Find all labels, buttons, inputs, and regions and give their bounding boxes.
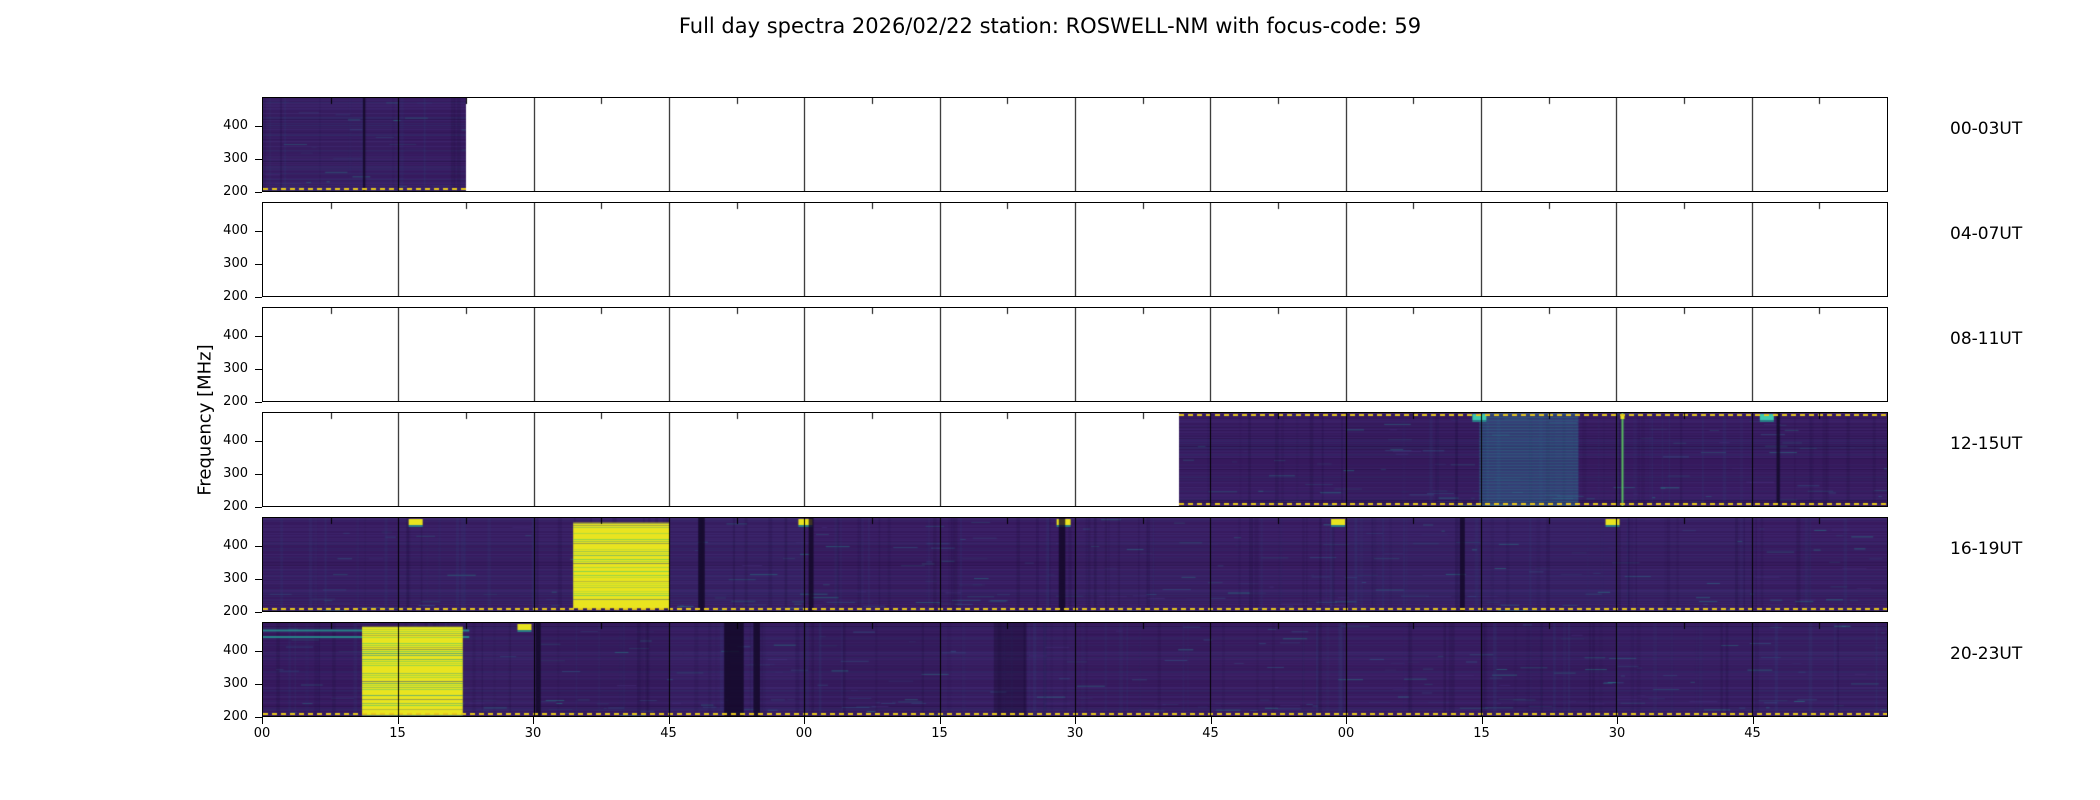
y-tick-mark (255, 546, 262, 548)
y-tick-label: 300 (223, 256, 248, 272)
spectra-row-20-23UT (262, 622, 1888, 717)
y-tick-mark (255, 369, 262, 371)
x-tick-mark (668, 717, 670, 724)
spectra-row-04-07UT (262, 202, 1888, 297)
figure-title: Full day spectra 2026/02/22 station: ROS… (678, 14, 1422, 38)
x-tick-mark (1075, 717, 1076, 724)
x-tick-label: 45 (1202, 726, 1219, 741)
y-tick-mark (255, 651, 262, 653)
x-tick-mark (397, 717, 399, 724)
x-tick-mark (1617, 717, 1618, 724)
x-tick-mark (262, 717, 263, 724)
y-tick-mark (255, 507, 262, 508)
y-tick-label: 400 (223, 433, 248, 449)
x-tick-mark (1346, 717, 1347, 724)
spectrogram-canvas-12-15UT (263, 413, 1887, 506)
y-tick-mark (255, 441, 262, 443)
x-tick-label: 45 (1744, 726, 1761, 741)
spectrogram-canvas-08-11UT (263, 308, 1887, 401)
y-tick-mark (255, 717, 262, 718)
y-tick-label: 300 (223, 571, 248, 587)
row-label-00-03UT: 00-03UT (1950, 119, 2023, 139)
row-label-04-07UT: 04-07UT (1950, 224, 2023, 244)
y-tick-mark (255, 402, 262, 403)
x-tick-label: 15 (1473, 726, 1490, 741)
y-tick-label: 400 (223, 643, 248, 659)
y-tick-mark (255, 474, 262, 476)
y-tick-mark (255, 159, 262, 161)
y-tick-label: 200 (223, 499, 248, 514)
y-tick-mark (255, 126, 262, 128)
x-tick-label: 00 (1337, 726, 1355, 741)
x-tick-mark (533, 717, 534, 724)
x-tick-mark (1481, 717, 1483, 724)
row-label-12-15UT: 12-15UT (1950, 434, 2023, 454)
y-tick-label: 300 (223, 676, 248, 692)
y-tick-label: 300 (223, 361, 248, 377)
x-tick-label: 00 (253, 726, 271, 741)
y-tick-mark (255, 612, 262, 613)
x-tick-mark (804, 717, 805, 724)
x-tick-mark (939, 717, 941, 724)
x-tick-label: 30 (1066, 726, 1084, 741)
x-tick-label: 00 (795, 726, 813, 741)
spectra-row-16-19UT (262, 517, 1888, 612)
row-label-08-11UT: 08-11UT (1950, 329, 2023, 349)
y-tick-label: 200 (223, 184, 248, 199)
y-tick-label: 400 (223, 118, 248, 134)
y-tick-mark (255, 684, 262, 686)
y-tick-label: 200 (223, 709, 248, 724)
y-tick-mark (255, 579, 262, 581)
x-tick-mark (1752, 717, 1754, 724)
y-tick-label: 200 (223, 289, 248, 304)
y-tick-mark (255, 264, 262, 266)
spectrogram-canvas-00-03UT (263, 98, 1887, 191)
row-label-16-19UT: 16-19UT (1950, 539, 2023, 559)
spectra-row-00-03UT (262, 97, 1888, 192)
spectrogram-canvas-20-23UT (263, 623, 1887, 716)
x-tick-mark (1210, 717, 1212, 724)
x-tick-label: 30 (524, 726, 542, 741)
spectra-row-12-15UT (262, 412, 1888, 507)
spectrogram-canvas-16-19UT (263, 518, 1887, 611)
y-tick-mark (255, 336, 262, 338)
x-tick-label: 30 (1608, 726, 1626, 741)
y-tick-label: 300 (223, 466, 248, 482)
y-tick-mark (255, 192, 262, 193)
y-tick-label: 200 (223, 604, 248, 619)
y-tick-mark (255, 297, 262, 298)
x-tick-label: 15 (389, 726, 406, 741)
y-tick-label: 400 (223, 223, 248, 239)
y-tick-mark (255, 231, 262, 233)
y-tick-label: 400 (223, 538, 248, 554)
x-tick-label: 15 (931, 726, 948, 741)
y-tick-label: 200 (223, 394, 248, 409)
y-tick-label: 300 (223, 151, 248, 167)
x-tick-label: 45 (660, 726, 677, 741)
spectrogram-canvas-04-07UT (263, 203, 1887, 296)
row-label-20-23UT: 20-23UT (1950, 644, 2023, 664)
y-tick-label: 400 (223, 328, 248, 344)
spectra-row-08-11UT (262, 307, 1888, 402)
